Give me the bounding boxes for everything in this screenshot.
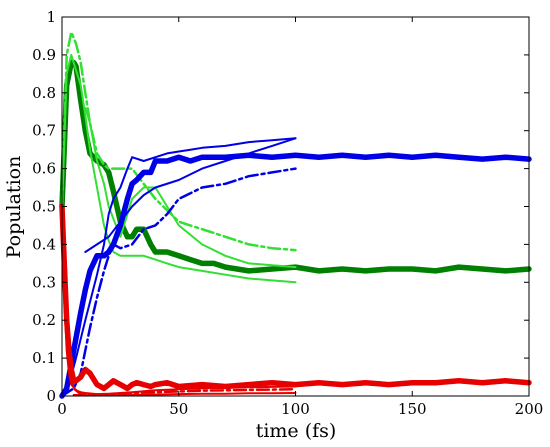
series-line-10: [60, 205, 297, 396]
axes: 0 50 100 150 200 0 0.1 0.2 0.3 0.4 0.5 0.6 0.7 0.8 0.9…: [32, 8, 543, 418]
x-axis-label: time (fs): [256, 420, 337, 442]
y-tick-label-8: 0.8: [32, 84, 56, 102]
y-tick-label-0: 0: [46, 387, 56, 405]
x-tick-label-0: 0: [57, 400, 67, 418]
y-tick-label-2: 0.2: [32, 311, 56, 329]
x-tick-label-1: 50: [169, 400, 188, 418]
series-lines: [59, 30, 532, 399]
series-line-2: [60, 30, 297, 252]
y-axis-label: Population: [3, 156, 25, 259]
series-line-9: [61, 205, 297, 396]
x-tick-label-4: 200: [515, 400, 544, 418]
x-tick-label-2: 100: [281, 400, 310, 418]
y-tick-label-1: 0.1: [32, 349, 56, 367]
y-tick-label-10: 1: [46, 8, 56, 26]
series-line-8: [59, 203, 532, 392]
x-tick-label-3: 150: [398, 400, 427, 418]
series-line-7: [84, 137, 297, 253]
y-tick-label-6: 0.6: [32, 160, 56, 178]
y-tick-label-4: 0.4: [32, 235, 56, 253]
y-tick-label-9: 0.9: [32, 46, 56, 64]
series-line-6: [60, 167, 297, 398]
series-line-5: [61, 137, 297, 397]
y-tick-label-7: 0.7: [32, 122, 56, 140]
y-tick-label-5: 0.5: [32, 198, 56, 216]
y-tick-label-3: 0.3: [32, 273, 56, 291]
series-line-1: [61, 53, 297, 284]
series-line-0: [59, 59, 532, 274]
series-line-3: [84, 107, 297, 269]
series-line-4: [59, 152, 532, 399]
